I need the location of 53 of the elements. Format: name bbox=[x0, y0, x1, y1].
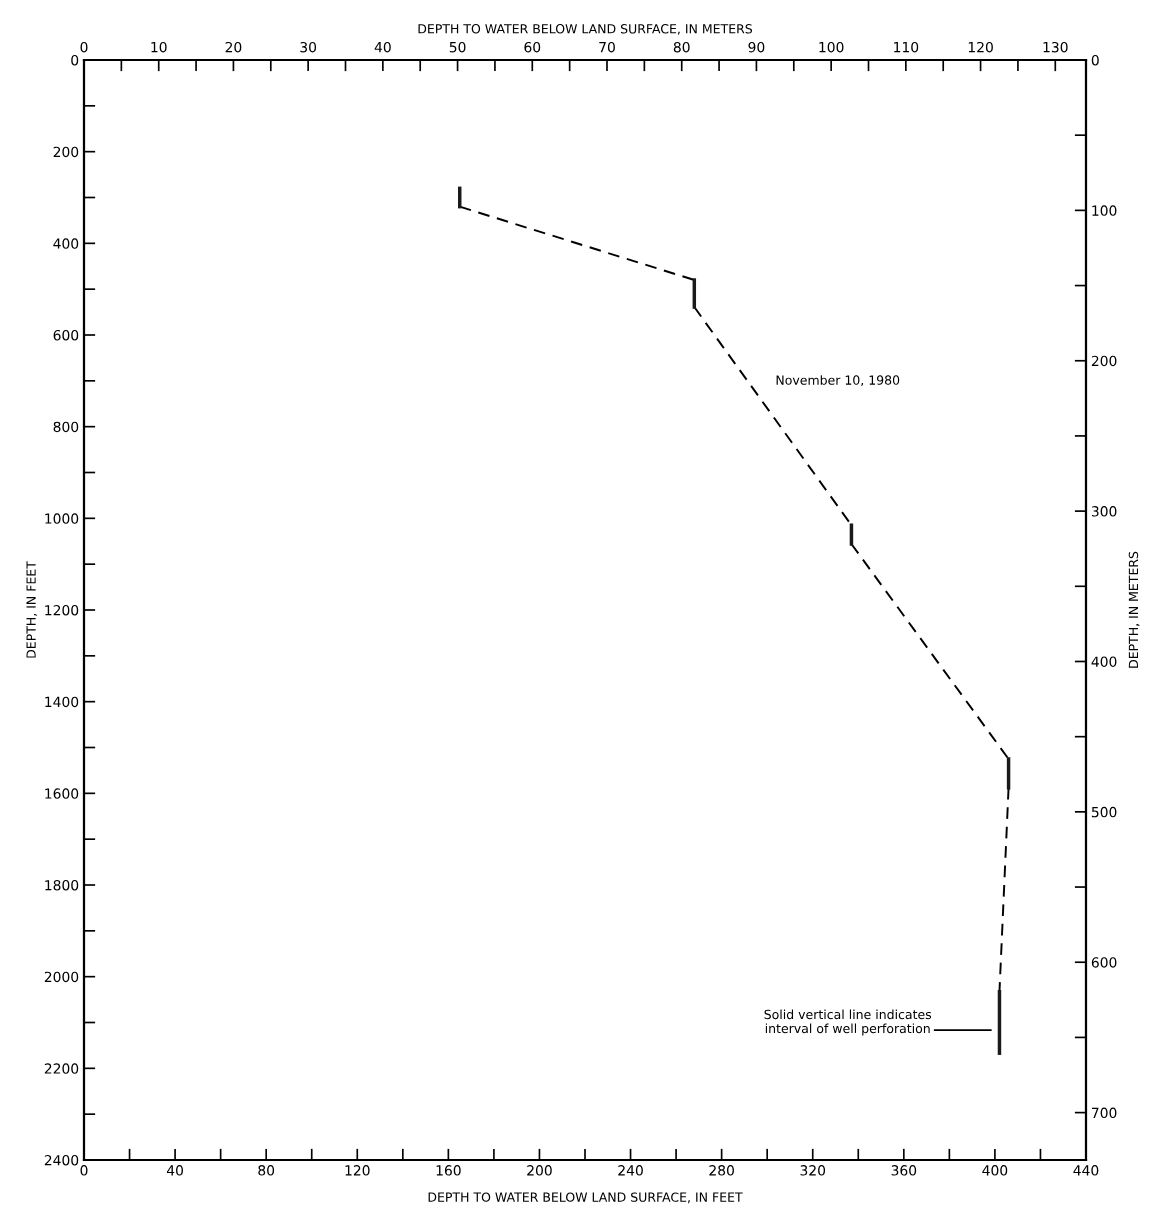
x-axis-title: DEPTH TO WATER BELOW LAND SURFACE, IN FEET bbox=[428, 1192, 743, 1204]
y-tick-label: 1200 bbox=[45, 604, 79, 616]
x-tick-label: 0 bbox=[80, 1165, 88, 1176]
y2-axis-title: DEPTH, IN METERS bbox=[1128, 551, 1140, 668]
y2-tick-label: 300 bbox=[1091, 506, 1117, 517]
x2-tick-label: 60 bbox=[524, 41, 541, 53]
x2-tick-label: 70 bbox=[599, 41, 615, 53]
x2-axis-title: DEPTH TO WATER BELOW LAND SURFACE, IN METERS bbox=[418, 24, 753, 35]
annotation: November 10, 1980 bbox=[776, 375, 900, 387]
y2-tick-label: 0 bbox=[1091, 54, 1099, 66]
x2-tick-label: 100 bbox=[819, 41, 844, 53]
x-tick-label: 160 bbox=[436, 1165, 461, 1176]
x2-tick-label: 110 bbox=[894, 41, 919, 53]
x-tick-label: 40 bbox=[166, 1165, 184, 1176]
x2-tick-label: 0 bbox=[80, 41, 88, 53]
y2-tick-label: 600 bbox=[1091, 957, 1117, 968]
x2-tick-label: 10 bbox=[151, 41, 167, 53]
y2-tick-label: 700 bbox=[1092, 1107, 1117, 1119]
y-axis-title: DEPTH, IN FEET bbox=[26, 561, 38, 658]
y-tick-label: 1400 bbox=[45, 696, 79, 708]
y-tick-label: 2200 bbox=[44, 1063, 79, 1074]
x-tick-label: 440 bbox=[1073, 1165, 1099, 1176]
y-tick-label: 0 bbox=[71, 54, 79, 66]
x2-tick-label: 120 bbox=[968, 41, 993, 53]
y2-tick-label: 100 bbox=[1092, 205, 1117, 216]
y-tick-label: 2400 bbox=[44, 1154, 79, 1166]
x-tick-label: 400 bbox=[982, 1165, 1008, 1176]
x2-tick-label: 30 bbox=[300, 41, 317, 53]
y2-tick-label: 400 bbox=[1091, 656, 1117, 667]
x-tick-label: 280 bbox=[709, 1165, 734, 1176]
x2-tick-label: 20 bbox=[225, 41, 242, 53]
x2-tick-label: 40 bbox=[374, 41, 391, 53]
x2-tick-label: 80 bbox=[673, 41, 690, 53]
y2-tick-label: 500 bbox=[1091, 806, 1117, 818]
y-tick-label: 600 bbox=[53, 329, 79, 341]
y-tick-label: 800 bbox=[53, 421, 79, 433]
x-tick-label: 200 bbox=[527, 1165, 552, 1176]
annotation: Solid vertical line indicates interval of well perforation bbox=[764, 1009, 932, 1036]
y-tick-label: 1600 bbox=[45, 788, 79, 799]
y-tick-label: 400 bbox=[53, 238, 79, 249]
x-tick-label: 120 bbox=[345, 1165, 370, 1176]
y-tick-label: 2000 bbox=[44, 971, 79, 983]
y-tick-label: 1800 bbox=[45, 879, 79, 891]
x2-tick-label: 90 bbox=[748, 41, 765, 53]
x-tick-label: 360 bbox=[891, 1165, 917, 1176]
x2-tick-label: 130 bbox=[1043, 41, 1068, 53]
y-tick-label: 200 bbox=[53, 146, 79, 158]
y2-tick-label: 200 bbox=[1091, 355, 1117, 367]
y-tick-label: 1000 bbox=[45, 513, 79, 524]
x2-tick-label: 50 bbox=[449, 41, 466, 53]
x-tick-label: 80 bbox=[258, 1165, 275, 1176]
x-tick-label: 320 bbox=[800, 1165, 826, 1176]
x-tick-label: 240 bbox=[618, 1165, 643, 1176]
